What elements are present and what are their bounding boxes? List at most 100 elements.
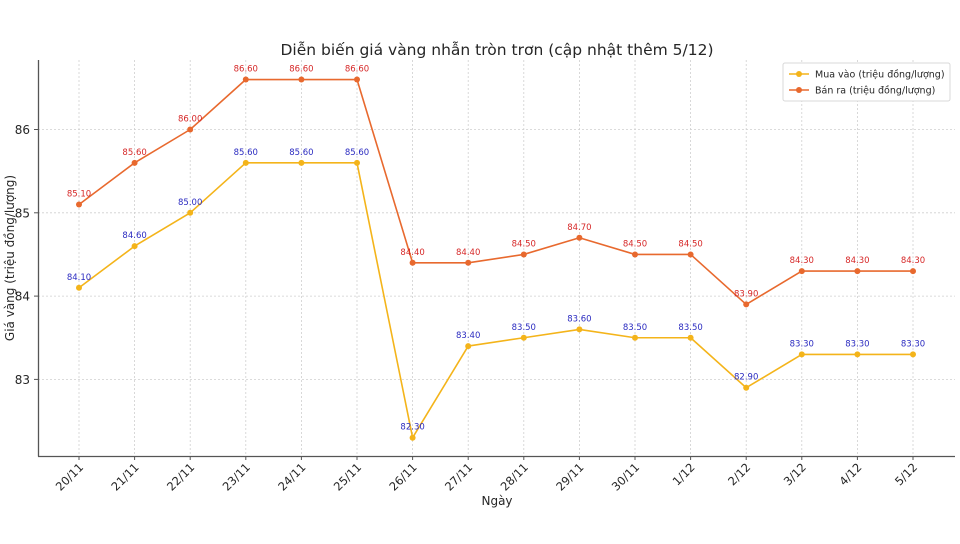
data-point-marker [632,334,638,341]
data-labels: 84.10 84.60 85.00 85.60 85.60 85.60 82.30 83.40… [67,65,925,433]
data-point-marker [187,209,194,216]
x-tick-label: 26/11 [386,460,419,493]
data-label: 86.60 [289,65,313,75]
x-tick-label: 2/12 [725,460,753,488]
x-tick-label: 1/12 [670,460,698,488]
data-label: 83.50 [623,323,647,333]
x-tick-label: 23/11 [220,460,253,493]
data-label: 83.60 [567,314,591,324]
data-point-marker [409,434,416,441]
x-tick-label: 27/11 [442,460,475,493]
data-label: 83.50 [512,323,536,333]
data-point-marker [910,268,916,275]
data-label: 84.50 [623,239,647,249]
data-point-marker [242,159,249,166]
data-point-marker [465,343,472,350]
data-label: 84.50 [512,239,536,249]
series-line [78,162,913,439]
data-label: 83.40 [456,331,480,341]
y-tick-label: 83 [15,373,30,387]
legend-label: Bán ra (triệu đồng/lượng) [815,86,935,97]
data-label: 82.90 [734,373,758,383]
data-point-marker [242,76,249,83]
data-label: 84.30 [901,256,925,266]
data-label: 86.00 [178,115,202,125]
data-label: 85.10 [67,189,91,199]
data-label: 86.60 [234,65,258,75]
data-label: 83.50 [678,323,702,333]
data-point-marker [131,159,138,166]
data-point-marker [798,268,805,275]
data-point-marker [743,384,750,391]
data-point-marker [76,284,82,291]
chart-legend: Mua vào (triệu đồng/lượng) Bán ra (triệu … [782,62,951,102]
data-label: 84.70 [567,223,591,233]
x-tick-label: 25/11 [331,460,364,493]
data-point-marker [854,351,861,358]
data-point-marker [632,251,638,258]
x-tick-label: 4/12 [836,460,864,488]
data-point-marker [520,251,527,258]
data-point-marker [910,351,916,358]
chart-title: Diễn biến giá vàng nhẫn tròn trơn (cập n… [280,41,713,59]
data-label: 83.30 [845,339,869,349]
y-tick-label: 85 [15,206,30,220]
data-point-marker [187,126,194,133]
legend-item: Bán ra (triệu đồng/lượng) [789,86,935,97]
data-point-marker [854,268,861,275]
series-mua-vao [76,159,916,441]
data-point-marker [576,234,583,241]
data-label: 84.40 [400,248,424,258]
data-label: 84.30 [790,256,814,266]
data-point-marker [798,351,805,358]
data-label: 84.10 [67,273,91,283]
y-tick-label: 84 [15,290,30,304]
x-tick-label: 28/11 [498,460,531,493]
data-label: 85.60 [289,148,313,158]
data-label: 85.60 [234,148,258,158]
data-label: 84.50 [678,239,702,249]
data-point-marker [409,259,416,266]
series-lines [76,76,916,441]
series-ban-ra [76,76,916,308]
data-point-marker [298,76,305,83]
data-label: 83.30 [790,339,814,349]
x-axis-ticks: 20/11 21/11 22/11 23/11 24/11 25/11 26/11 27/11… [53,456,920,494]
data-label: 84.60 [122,231,146,241]
data-label: 82.30 [400,423,424,433]
data-point-marker [743,301,750,308]
data-point-marker [354,159,360,166]
data-label: 85.00 [178,198,202,208]
data-label: 86.60 [345,65,369,75]
data-point-marker [687,251,694,258]
y-axis-label: Giá vàng (triệu đồng/lượng) [3,175,17,341]
legend-item: Mua vào (triệu đồng/lượng) [789,70,945,81]
legend-label: Mua vào (triệu đồng/lượng) [815,70,945,81]
data-label: 83.90 [734,289,758,299]
series-line [78,78,913,306]
y-tick-label: 86 [15,123,30,137]
data-point-marker [576,326,583,333]
x-tick-label: 3/12 [781,460,809,488]
data-point-marker [76,201,82,208]
x-tick-label: 29/11 [553,460,586,493]
x-tick-label: 5/12 [892,460,920,488]
x-axis-label: Ngày [481,494,512,508]
legend-marker-icon [796,71,802,77]
data-point-marker [298,159,305,166]
data-point-marker [465,259,472,266]
data-point-marker [354,76,360,83]
data-label: 85.60 [122,148,146,158]
data-label: 84.30 [845,256,869,266]
x-tick-label: 30/11 [609,460,642,493]
data-label: 83.30 [901,339,925,349]
x-tick-label: 20/11 [53,460,86,493]
data-point-marker [520,334,527,341]
x-tick-label: 21/11 [108,460,141,493]
data-point-marker [687,334,694,341]
data-label: 84.40 [456,248,480,258]
legend-marker-icon [796,87,802,93]
x-tick-label: 24/11 [275,460,308,493]
y-axis-ticks: 83 84 85 86 [15,123,38,387]
